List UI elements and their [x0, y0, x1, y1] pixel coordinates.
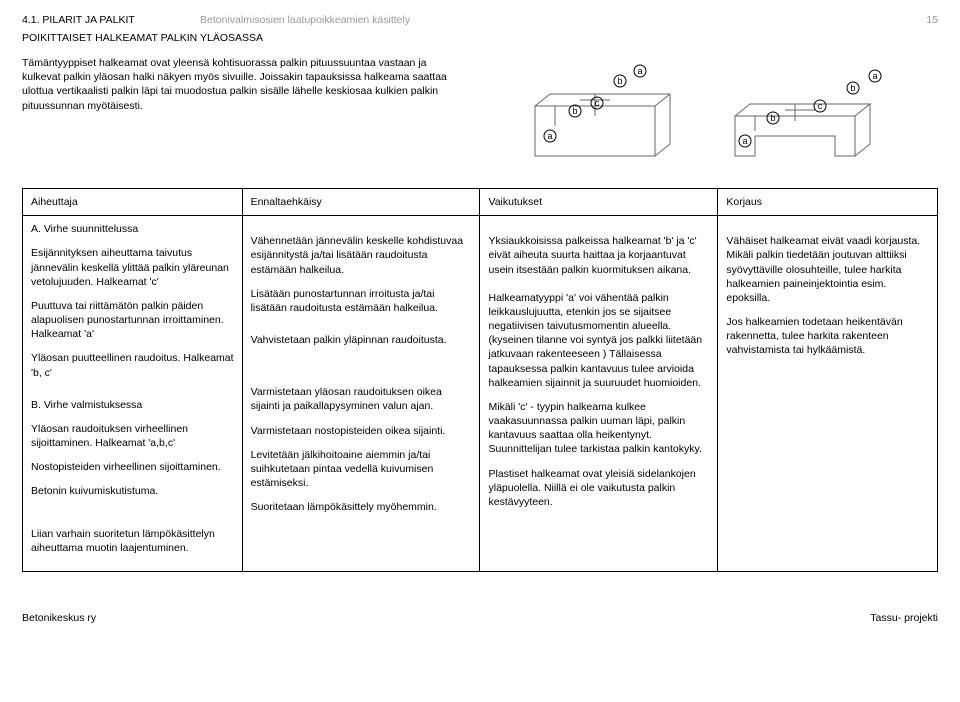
- cell-paragraph: Liian varhain suoritetun lämpökäsittelyn…: [31, 527, 234, 555]
- cell-paragraph: Nostopisteiden virheellinen sijoittamine…: [31, 460, 234, 474]
- svg-text:b: b: [572, 106, 577, 116]
- cell-paragraph: Vähennetään jännevälin keskelle kohdistu…: [251, 234, 472, 277]
- beam-diagram: a b c b a a b c b: [492, 56, 938, 166]
- beam-left-icon: a b c b a: [525, 56, 685, 166]
- cell-paragraph: Plastiset halkeamat ovat yleisiä sidelan…: [488, 467, 709, 510]
- svg-text:a: a: [637, 66, 642, 76]
- svg-text:b: b: [617, 76, 622, 86]
- table-cell-repair: Vähäiset halkeamat eivät vaadi korjausta…: [718, 216, 938, 572]
- cell-paragraph: Yläosan raudoituksen virheellinen sijoit…: [31, 422, 234, 450]
- cell-paragraph: Mikäli 'c' - tyypin halkeama kulkee vaak…: [488, 400, 709, 457]
- svg-text:a: a: [547, 131, 552, 141]
- svg-text:a: a: [742, 136, 747, 146]
- cell-paragraph: Yksiaukkoisissa palkeissa halkeamat 'b' …: [488, 234, 709, 277]
- cell-paragraph: Vahvistetaan palkin yläpinnan raudoitust…: [251, 333, 472, 347]
- main-table: Aiheuttaja Ennaltaehkäisy Vaikutukset Ko…: [22, 188, 938, 572]
- page-footer: Betonikeskus ry Tassu- projekti: [22, 612, 938, 624]
- cell-paragraph: Puuttuva tai riittämätön palkin päiden a…: [31, 299, 234, 342]
- footer-left: Betonikeskus ry: [22, 612, 96, 624]
- cell-paragraph: A. Virhe suunnittelussa: [31, 222, 234, 236]
- cell-paragraph: Suoritetaan lämpökäsittely myöhemmin.: [251, 500, 472, 514]
- table-header: Ennaltaehkäisy: [242, 189, 480, 216]
- intro-paragraph: Tämäntyyppiset halkeamat ovat yleensä ko…: [22, 56, 462, 166]
- cell-paragraph: Esijännityksen aiheuttama taivutus jänne…: [31, 246, 234, 289]
- page-number: 15: [926, 14, 938, 26]
- svg-text:c: c: [818, 101, 823, 111]
- cell-paragraph: Varmistetaan yläosan raudoituksen oikea …: [251, 385, 472, 413]
- table-cell-prevention: Vähennetään jännevälin keskelle kohdistu…: [242, 216, 480, 572]
- cell-paragraph: Jos halkeamien todetaan heikentävän rake…: [726, 315, 929, 358]
- cell-paragraph: Betonin kuivumiskutistuma.: [31, 484, 234, 498]
- table-cell-cause: A. Virhe suunnittelussa Esijännityksen a…: [23, 216, 243, 572]
- svg-text:c: c: [595, 98, 600, 108]
- svg-text:b: b: [770, 113, 775, 123]
- section-number: 4.1. PILARIT JA PALKIT: [22, 14, 200, 26]
- cell-paragraph: Levitetään jälkihoitoaine aiemmin ja/tai…: [251, 448, 472, 491]
- table-cell-effects: Yksiaukkoisissa palkeissa halkeamat 'b' …: [480, 216, 718, 572]
- cell-paragraph: Halkeamatyyppi 'a' voi vähentää palkin l…: [488, 291, 709, 390]
- beam-right-icon: a b c b a: [725, 56, 905, 166]
- page-subtitle: POIKITTAISET HALKEAMAT PALKIN YLÄOSASSA: [22, 32, 938, 44]
- table-header: Vaikutukset: [480, 189, 718, 216]
- table-header: Aiheuttaja: [23, 189, 243, 216]
- cell-paragraph: B. Virhe valmistuksessa: [31, 398, 234, 412]
- cell-paragraph: Yläosan puutteellinen raudoitus. Halkeam…: [31, 351, 234, 379]
- cell-paragraph: Vähäiset halkeamat eivät vaadi korjausta…: [726, 234, 929, 305]
- cell-paragraph: Varmistetaan nostopisteiden oikea sijain…: [251, 424, 472, 438]
- footer-right: Tassu- projekti: [870, 612, 938, 624]
- cell-paragraph: Lisätään punostartunnan irroitusta ja/ta…: [251, 287, 472, 315]
- svg-text:a: a: [872, 71, 877, 81]
- header-title: Betonivalmisosien laatupoikkeamien käsit…: [200, 14, 926, 26]
- svg-text:b: b: [850, 83, 855, 93]
- table-header: Korjaus: [718, 189, 938, 216]
